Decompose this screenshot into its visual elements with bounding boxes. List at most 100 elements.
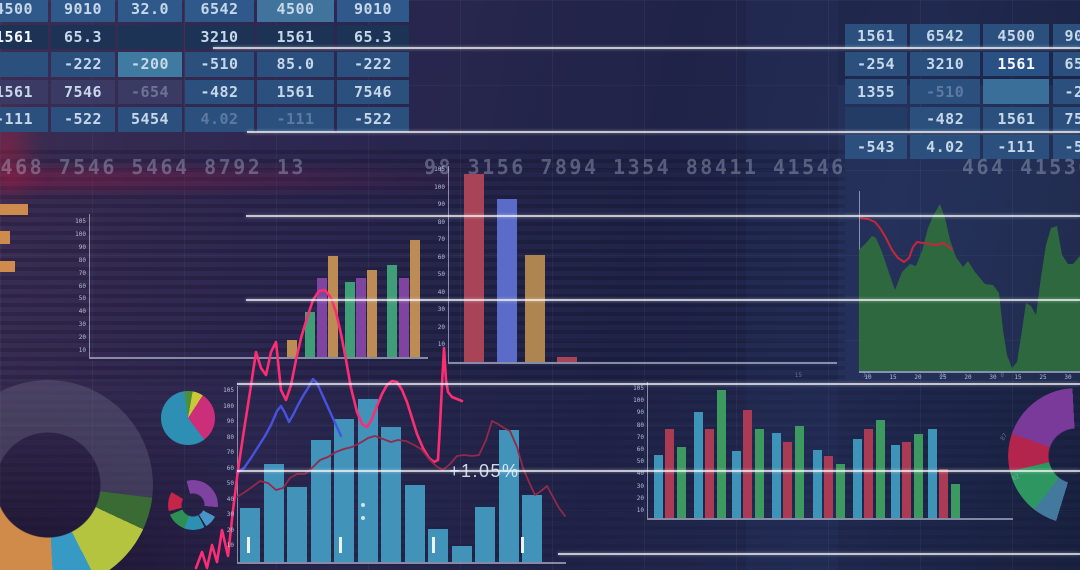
bottom-right-grouped-bars-ytick: 30 [636, 482, 644, 490]
bottom-center-bars-baseline [237, 562, 566, 564]
bottom-center-bars-ytick: 50 [226, 480, 234, 487]
market-table-left-cell: -111 [257, 107, 334, 132]
mid-left-bars-ytick: 20 [78, 334, 86, 342]
market-table-right-cell: -222 [1052, 79, 1080, 104]
area-right-y-axis [859, 191, 860, 371]
mid-left-bars-ytick: 60 [78, 282, 86, 290]
area-right-xtick: 10 [864, 374, 872, 381]
market-table-left-cell: 4500 [0, 0, 48, 22]
market-table-right-cell: 65.3 [1052, 51, 1080, 77]
mid-left-bars-ytick: 30 [78, 321, 86, 329]
market-table-left-cell: 1561 [257, 79, 334, 104]
bottom-center-bars-bar [498, 429, 519, 562]
market-table-left-cell: -222 [337, 52, 409, 77]
bottom-center-bars-bar [451, 545, 472, 562]
bottom-center-bars-scale-tick [432, 537, 435, 553]
bottom-center-bars-ytick: 40 [226, 495, 234, 503]
market-table-right-cell: 1561 [845, 24, 907, 49]
center-bars-ytick: 50 [437, 271, 445, 278]
bottom-center-bars-bar [287, 487, 307, 562]
bottom-center-bars-ytick: 70 [226, 449, 234, 456]
market-table-left-cell: 85.0 [257, 52, 334, 77]
white-rule [213, 47, 1080, 49]
bottom-right-grouped-bars-ytick: 100 [633, 397, 644, 405]
area-right-xtick: 20 [914, 374, 922, 381]
bottom-right-grouped-bars-bar-green [676, 447, 686, 518]
mid-left-bars-bar [287, 340, 297, 357]
market-table-left-cell: 9010 [337, 0, 409, 22]
center-bars-ytick: 10 [437, 341, 445, 348]
market-table-right-cell [845, 107, 907, 132]
center-bars-ytick: 80 [437, 218, 445, 226]
market-table-right-cell: -543 [845, 134, 907, 160]
bottom-center-bars-scale-tick [339, 537, 342, 553]
bottom-right-grouped-bars-bar-teal [813, 449, 822, 518]
center-bars-bar [525, 255, 545, 362]
market-table-left-cell [0, 52, 48, 77]
market-table-left-cell: -482 [185, 79, 254, 104]
mid-left-bars-ytick: 80 [78, 256, 86, 264]
bottom-right-grouped-bars-ytick: 50 [636, 458, 644, 466]
bottom-right-grouped-bars-bar-crimson [783, 441, 793, 518]
bottom-center-bars-dot [361, 503, 365, 507]
mid-left-bars-bar [317, 277, 327, 357]
orange-hbars-bar [0, 261, 15, 272]
center-bars-ytick: 105 [434, 166, 445, 173]
market-table-right-cell: 6542 [910, 24, 981, 49]
bottom-center-bars-ytick: 80 [226, 433, 234, 441]
market-table-left-cell: 6542 [185, 0, 254, 22]
bottom-right-grouped-bars-bar-teal [694, 411, 703, 518]
bottom-right-grouped-bars-bar-teal [891, 444, 900, 518]
ticker-row-left: 5468 7546 5464 8792 13 [0, 155, 306, 179]
mid-left-bars-ytick: 100 [75, 230, 86, 238]
bottom-right-grouped-bars-bar-teal [732, 450, 741, 518]
white-rule [247, 131, 1080, 133]
bottom-right-grouped-bars-ytick: 90 [636, 409, 644, 417]
bottom-right-grouped-bars-bar-crimson [743, 410, 753, 518]
center-bars-ytick: 90 [437, 201, 445, 208]
bottom-center-bars-y-axis [237, 386, 238, 562]
mid-left-bars-y-axis [89, 214, 90, 357]
market-table-left-cell: 65.3 [51, 24, 115, 49]
market-table-left-cell: -510 [185, 52, 254, 77]
market-table-left-cell: -222 [51, 52, 115, 77]
bottom-center-bars-ytick: 100 [223, 402, 234, 410]
market-table-right-cell: -510 [910, 79, 981, 104]
bottom-center-bars-ytick: 90 [226, 418, 234, 425]
market-table-left-cell: 1561 [257, 24, 334, 49]
orange-hbars-bar [0, 204, 28, 215]
center-bars-bar [464, 173, 484, 362]
bottom-center-bars-ytick: 60 [226, 464, 234, 472]
bottom-center-bars-bar [404, 485, 425, 562]
mid-left-bars-ytick: 50 [78, 295, 86, 303]
market-table-left-cell: 65.3 [337, 24, 409, 49]
bottom-right-grouped-bars-bar-green [950, 483, 960, 518]
market-table-left-cell: 9010 [51, 0, 115, 22]
bottom-center-bars-ytick: 20 [226, 526, 234, 534]
bottom-center-bars-bar [381, 426, 401, 562]
bottom-right-grouped-bars-bar-crimson [665, 429, 675, 518]
mid-left-bars-bar [387, 264, 397, 357]
market-table-left-cell: 7546 [51, 79, 115, 104]
center-bars-ytick: 60 [437, 253, 445, 261]
bottom-right-grouped-bars-bar-green [754, 429, 764, 518]
bottom-right-grouped-bars-ytick: 70 [636, 433, 644, 441]
bottom-center-bars-bar [357, 399, 378, 562]
white-rule [246, 215, 1080, 217]
market-table-left-cell: 32.0 [118, 0, 182, 22]
area-right-baseline [859, 371, 1080, 373]
bottom-center-bars-bar [240, 508, 260, 562]
bottom-center-bars-bar [263, 464, 284, 562]
mid-left-bars-ytick: 90 [78, 243, 86, 251]
market-table-right-cell: 4500 [983, 24, 1050, 49]
white-rule [558, 553, 1080, 555]
center-bars-ytick: 40 [437, 288, 445, 296]
bottom-right-grouped-bars-ytick: 20 [636, 494, 644, 502]
bottom-right-grouped-bars-bar-teal [654, 454, 663, 518]
area-right-xtick: 30 [989, 374, 997, 381]
center-bars-ytick: 20 [437, 323, 445, 331]
mid-left-bars-bar [399, 277, 409, 357]
bottom-center-bars-scale-tick [247, 537, 250, 553]
mid-left-bars-baseline [89, 357, 428, 359]
mid-left-bars-bar [356, 277, 366, 357]
